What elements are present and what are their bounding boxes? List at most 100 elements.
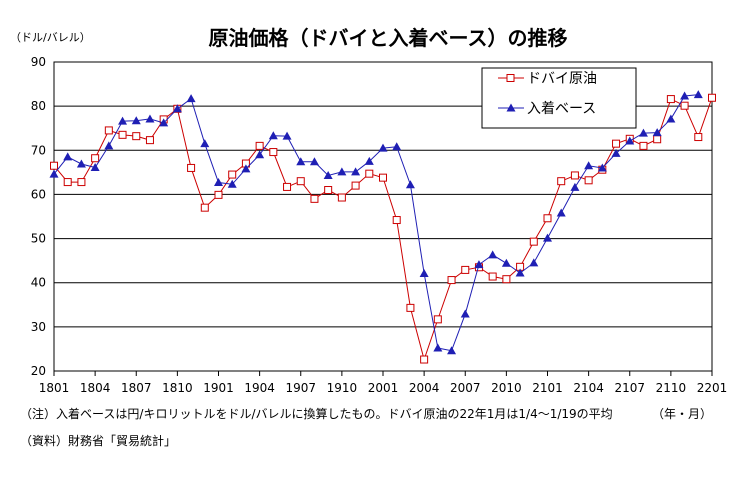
- data-point: [255, 150, 265, 159]
- data-point: [364, 156, 374, 165]
- x-axis: 1801 1804 1807 1810 1901 1904 1907 1910 2001 2004…: [39, 371, 728, 395]
- data-point: [460, 309, 470, 318]
- data-point: [159, 118, 169, 127]
- series-line: [53, 94, 699, 352]
- data-point: [63, 178, 72, 187]
- data-point: [461, 265, 470, 274]
- data-point: [282, 131, 292, 140]
- data-point: [323, 170, 333, 179]
- series-group: [49, 90, 716, 364]
- data-point: [378, 143, 388, 152]
- x-tick-label: 2004: [409, 381, 440, 395]
- data-point: [200, 203, 209, 212]
- data-point: [77, 178, 86, 187]
- x-tick-label: 2007: [450, 381, 481, 395]
- data-point: [296, 157, 306, 166]
- x-tick-label: 2001: [368, 381, 399, 395]
- data-point: [172, 104, 182, 113]
- data-point: [324, 186, 333, 195]
- data-point: [145, 114, 155, 123]
- source-note: （資料）財務省「貿易統計」: [20, 433, 176, 448]
- data-point: [186, 94, 196, 103]
- legend-label-dubai: ドバイ原油: [527, 71, 597, 87]
- data-point: [379, 173, 387, 182]
- data-point: [680, 91, 690, 100]
- y-tick-label: 60: [31, 187, 46, 201]
- x-tick-label: 1810: [162, 381, 193, 395]
- data-point: [693, 90, 703, 99]
- data-point: [50, 161, 58, 170]
- data-point: [529, 237, 538, 246]
- data-point: [131, 116, 141, 125]
- y-tick-label: 80: [31, 99, 46, 113]
- y-tick-label: 40: [31, 276, 46, 290]
- data-point: [104, 126, 113, 135]
- legend-label-arrival: 入着ベース: [527, 101, 596, 117]
- y-axis: 20 30 40 50 60 70 80 90: [31, 55, 46, 378]
- x-tick-label: 1907: [285, 381, 316, 395]
- y-tick-label: 50: [31, 232, 46, 246]
- data-point: [638, 128, 648, 137]
- data-point: [200, 139, 210, 148]
- data-point: [118, 116, 128, 125]
- data-point: [543, 233, 552, 242]
- data-point: [474, 260, 484, 269]
- series-0: [50, 93, 716, 364]
- data-point: [653, 135, 662, 144]
- data-point: [187, 163, 196, 172]
- data-point: [241, 164, 251, 173]
- data-point: [433, 343, 443, 352]
- data-point: [310, 194, 319, 203]
- x-tick-label: 2110: [656, 381, 687, 395]
- x-tick-label: 1807: [121, 381, 152, 395]
- data-point: [49, 169, 59, 178]
- data-point: [268, 131, 278, 140]
- data-point: [283, 182, 292, 191]
- legend: ドバイ原油 入着ベース: [481, 67, 637, 129]
- legend-swatch-arrival-marker: [506, 103, 516, 112]
- data-point: [269, 148, 278, 157]
- data-point: [406, 303, 415, 312]
- data-point: [214, 178, 223, 187]
- data-point: [337, 193, 346, 202]
- data-point: [488, 272, 497, 281]
- data-point: [392, 142, 402, 151]
- data-point: [488, 250, 498, 259]
- data-point: [666, 114, 676, 123]
- data-point: [63, 152, 73, 161]
- data-point: [145, 136, 154, 145]
- data-point: [680, 101, 689, 110]
- data-point: [420, 355, 429, 364]
- data-point: [337, 167, 347, 176]
- x-tick-label: 2010: [491, 381, 522, 395]
- data-point: [255, 141, 264, 150]
- data-point: [351, 181, 360, 190]
- data-point: [708, 93, 716, 102]
- data-point: [611, 148, 621, 157]
- data-point: [666, 95, 675, 104]
- x-tick-label: 1904: [244, 381, 275, 395]
- data-point: [228, 170, 237, 179]
- data-point: [447, 276, 456, 285]
- x-axis-unit-label: （年・月）: [652, 407, 712, 421]
- data-point: [309, 157, 319, 166]
- y-tick-label: 70: [31, 143, 46, 157]
- data-point: [132, 132, 141, 141]
- data-point: [296, 177, 305, 186]
- data-point: [529, 258, 539, 267]
- data-point: [447, 346, 457, 355]
- data-point: [214, 190, 223, 199]
- x-tick-label: 2201: [697, 381, 728, 395]
- series-1: [49, 90, 703, 355]
- data-point: [556, 208, 566, 217]
- data-point: [570, 171, 579, 180]
- y-tick-label: 30: [31, 320, 46, 334]
- data-point: [76, 159, 86, 168]
- data-point: [104, 141, 114, 150]
- legend-swatch-dubai-marker: [506, 74, 515, 82]
- data-point: [543, 214, 552, 223]
- x-tick-label: 2104: [573, 381, 604, 395]
- data-point: [227, 179, 237, 188]
- data-point: [557, 177, 566, 186]
